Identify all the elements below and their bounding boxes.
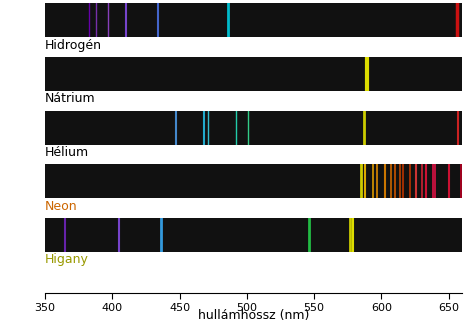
Text: Nátrium: Nátrium (45, 92, 96, 105)
Text: Higany: Higany (45, 253, 89, 266)
Text: Hélium: Hélium (45, 146, 89, 159)
Text: Hidrogén: Hidrogén (45, 39, 102, 52)
Text: Neon: Neon (45, 200, 78, 213)
Text: hullámhossz (nm): hullámhossz (nm) (198, 309, 309, 322)
